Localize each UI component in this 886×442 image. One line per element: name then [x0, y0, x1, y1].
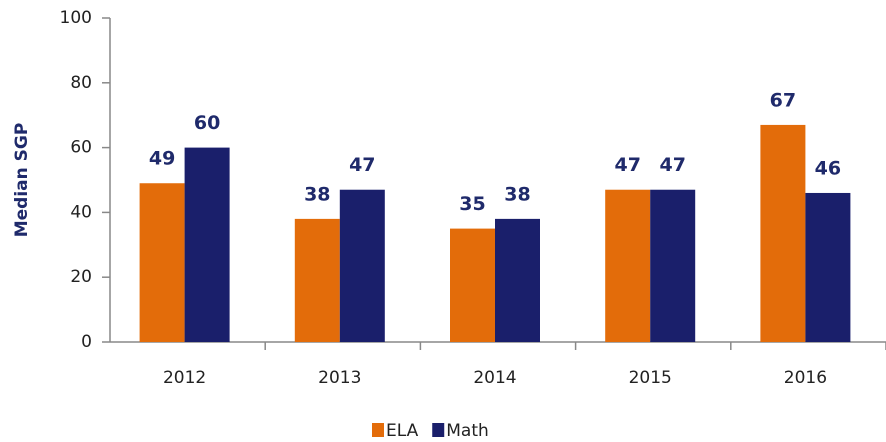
value-label: 35	[459, 193, 485, 215]
y-tick-label: 80	[70, 73, 92, 93]
value-label: 47	[349, 154, 375, 176]
bar	[650, 189, 696, 342]
x-tick-label: 2014	[473, 368, 516, 388]
bar	[294, 218, 340, 342]
x-tick-label: 2013	[318, 368, 361, 388]
value-label: 47	[659, 154, 685, 176]
y-tick-label: 60	[70, 138, 92, 158]
legend-label: Math	[446, 421, 489, 441]
x-tick-label: 2012	[163, 368, 206, 388]
bar	[805, 192, 851, 342]
value-label: 67	[770, 89, 796, 111]
bar	[760, 124, 806, 342]
y-axis-label: Median SGP	[12, 123, 32, 238]
y-tick-label: 40	[70, 202, 92, 222]
value-label: 38	[304, 183, 330, 205]
bar	[339, 189, 385, 342]
value-label: 38	[504, 183, 530, 205]
y-tick-label: 20	[70, 267, 92, 287]
x-tick-label: 2015	[629, 368, 672, 388]
value-label: 47	[614, 154, 640, 176]
bar	[450, 228, 495, 342]
legend-swatch	[372, 423, 384, 437]
bar	[495, 218, 540, 342]
value-label: 46	[815, 157, 841, 179]
bar	[605, 189, 651, 342]
y-tick-label: 100	[60, 8, 92, 28]
legend-label: ELA	[386, 421, 419, 441]
x-tick-label: 2016	[784, 368, 827, 388]
bar	[139, 183, 185, 342]
legend-swatch	[432, 423, 445, 437]
y-tick-label: 0	[81, 332, 92, 352]
bar	[184, 147, 230, 342]
value-label: 60	[194, 112, 220, 134]
value-label: 49	[149, 148, 175, 170]
